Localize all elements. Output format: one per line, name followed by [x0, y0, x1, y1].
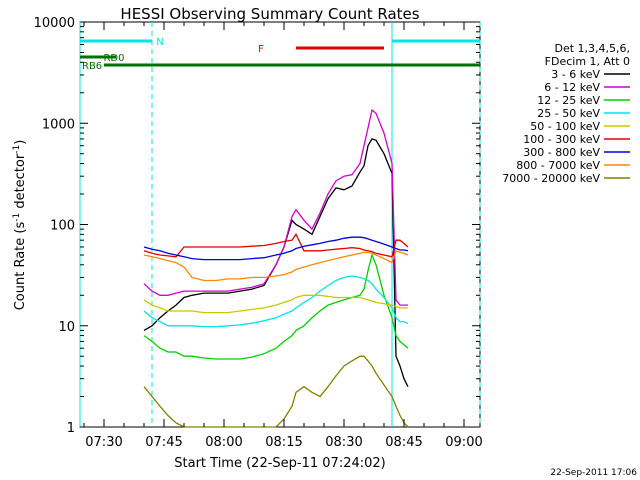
legend-header-line-2: FDecim 1, Att 0	[545, 55, 630, 68]
series-line	[143, 249, 409, 282]
flag-label: RB6	[82, 61, 102, 72]
y-axis-label-exp1: -1	[12, 213, 22, 222]
y-tick-label: 10000	[34, 16, 75, 31]
flag-label: F	[258, 44, 264, 55]
plot-frame	[79, 21, 481, 428]
x-tick-label: 08:30	[325, 435, 362, 450]
y-axis-label-exp2: -1	[12, 145, 22, 154]
y-axis-label: Count Rate (s-1 detector-1)	[12, 140, 28, 311]
legend: Det 1,3,4,5,6, FDecim 1, Att 0 3 - 6 keV…	[502, 42, 630, 185]
y-tick-label: 10	[58, 320, 75, 335]
y-tick-label: 100	[50, 219, 75, 234]
legend-entry-label: 25 - 50 keV	[537, 107, 600, 120]
y-tick-label: 1	[67, 421, 75, 436]
series-line	[143, 275, 409, 328]
x-tick-label: 09:00	[445, 435, 482, 450]
footer-date: 22-Sep-2011 17:06	[550, 468, 637, 478]
x-tick-label: 07:45	[145, 435, 182, 450]
series-line	[143, 138, 409, 387]
series-line	[143, 252, 409, 360]
series-line	[143, 108, 408, 306]
chart-title: HESSI Observing Summary Count Rates	[120, 5, 419, 23]
series-group	[143, 108, 409, 428]
legend-entry-label: 7000 - 20000 keV	[502, 172, 600, 185]
series-line	[143, 355, 409, 428]
y-axis-label-end: )	[13, 140, 28, 145]
flag-label: N	[156, 37, 163, 48]
y-tick-label: 1000	[42, 117, 75, 132]
legend-entry-label: 800 - 7000 keV	[516, 159, 600, 172]
x-tick-label: 07:30	[85, 435, 122, 450]
x-tick-label: 08:00	[205, 435, 242, 450]
legend-entry-label: 6 - 12 keV	[544, 81, 600, 94]
x-tick-label: 08:15	[265, 435, 302, 450]
x-axis: 07:30 07:45 08:00 08:15 08:30 08:45 09:00	[83, 22, 483, 450]
x-axis-label: Start Time (22-Sep-11 07:24:02)	[174, 456, 385, 471]
legend-entry-label: 50 - 100 keV	[530, 120, 600, 133]
legend-header-line-1: Det 1,3,4,5,6,	[554, 42, 630, 55]
legend-entry-label: 3 - 6 keV	[551, 68, 600, 81]
legend-entry-label: 300 - 800 keV	[523, 146, 600, 159]
vlines-group	[79, 22, 481, 427]
x-tick-label: 08:45	[385, 435, 422, 450]
series-line	[143, 294, 408, 314]
legend-entry-label: 100 - 300 keV	[523, 133, 600, 146]
y-axis: 1 10 100 1000 10000	[34, 16, 480, 436]
legend-entry-label: 12 - 25 keV	[537, 94, 600, 107]
series-line	[143, 233, 409, 258]
y-axis-label-main: Count Rate (s	[13, 222, 28, 311]
flag-label: RD0	[103, 53, 124, 64]
y-axis-label-mid: detector	[13, 153, 28, 213]
series-line	[143, 236, 409, 261]
